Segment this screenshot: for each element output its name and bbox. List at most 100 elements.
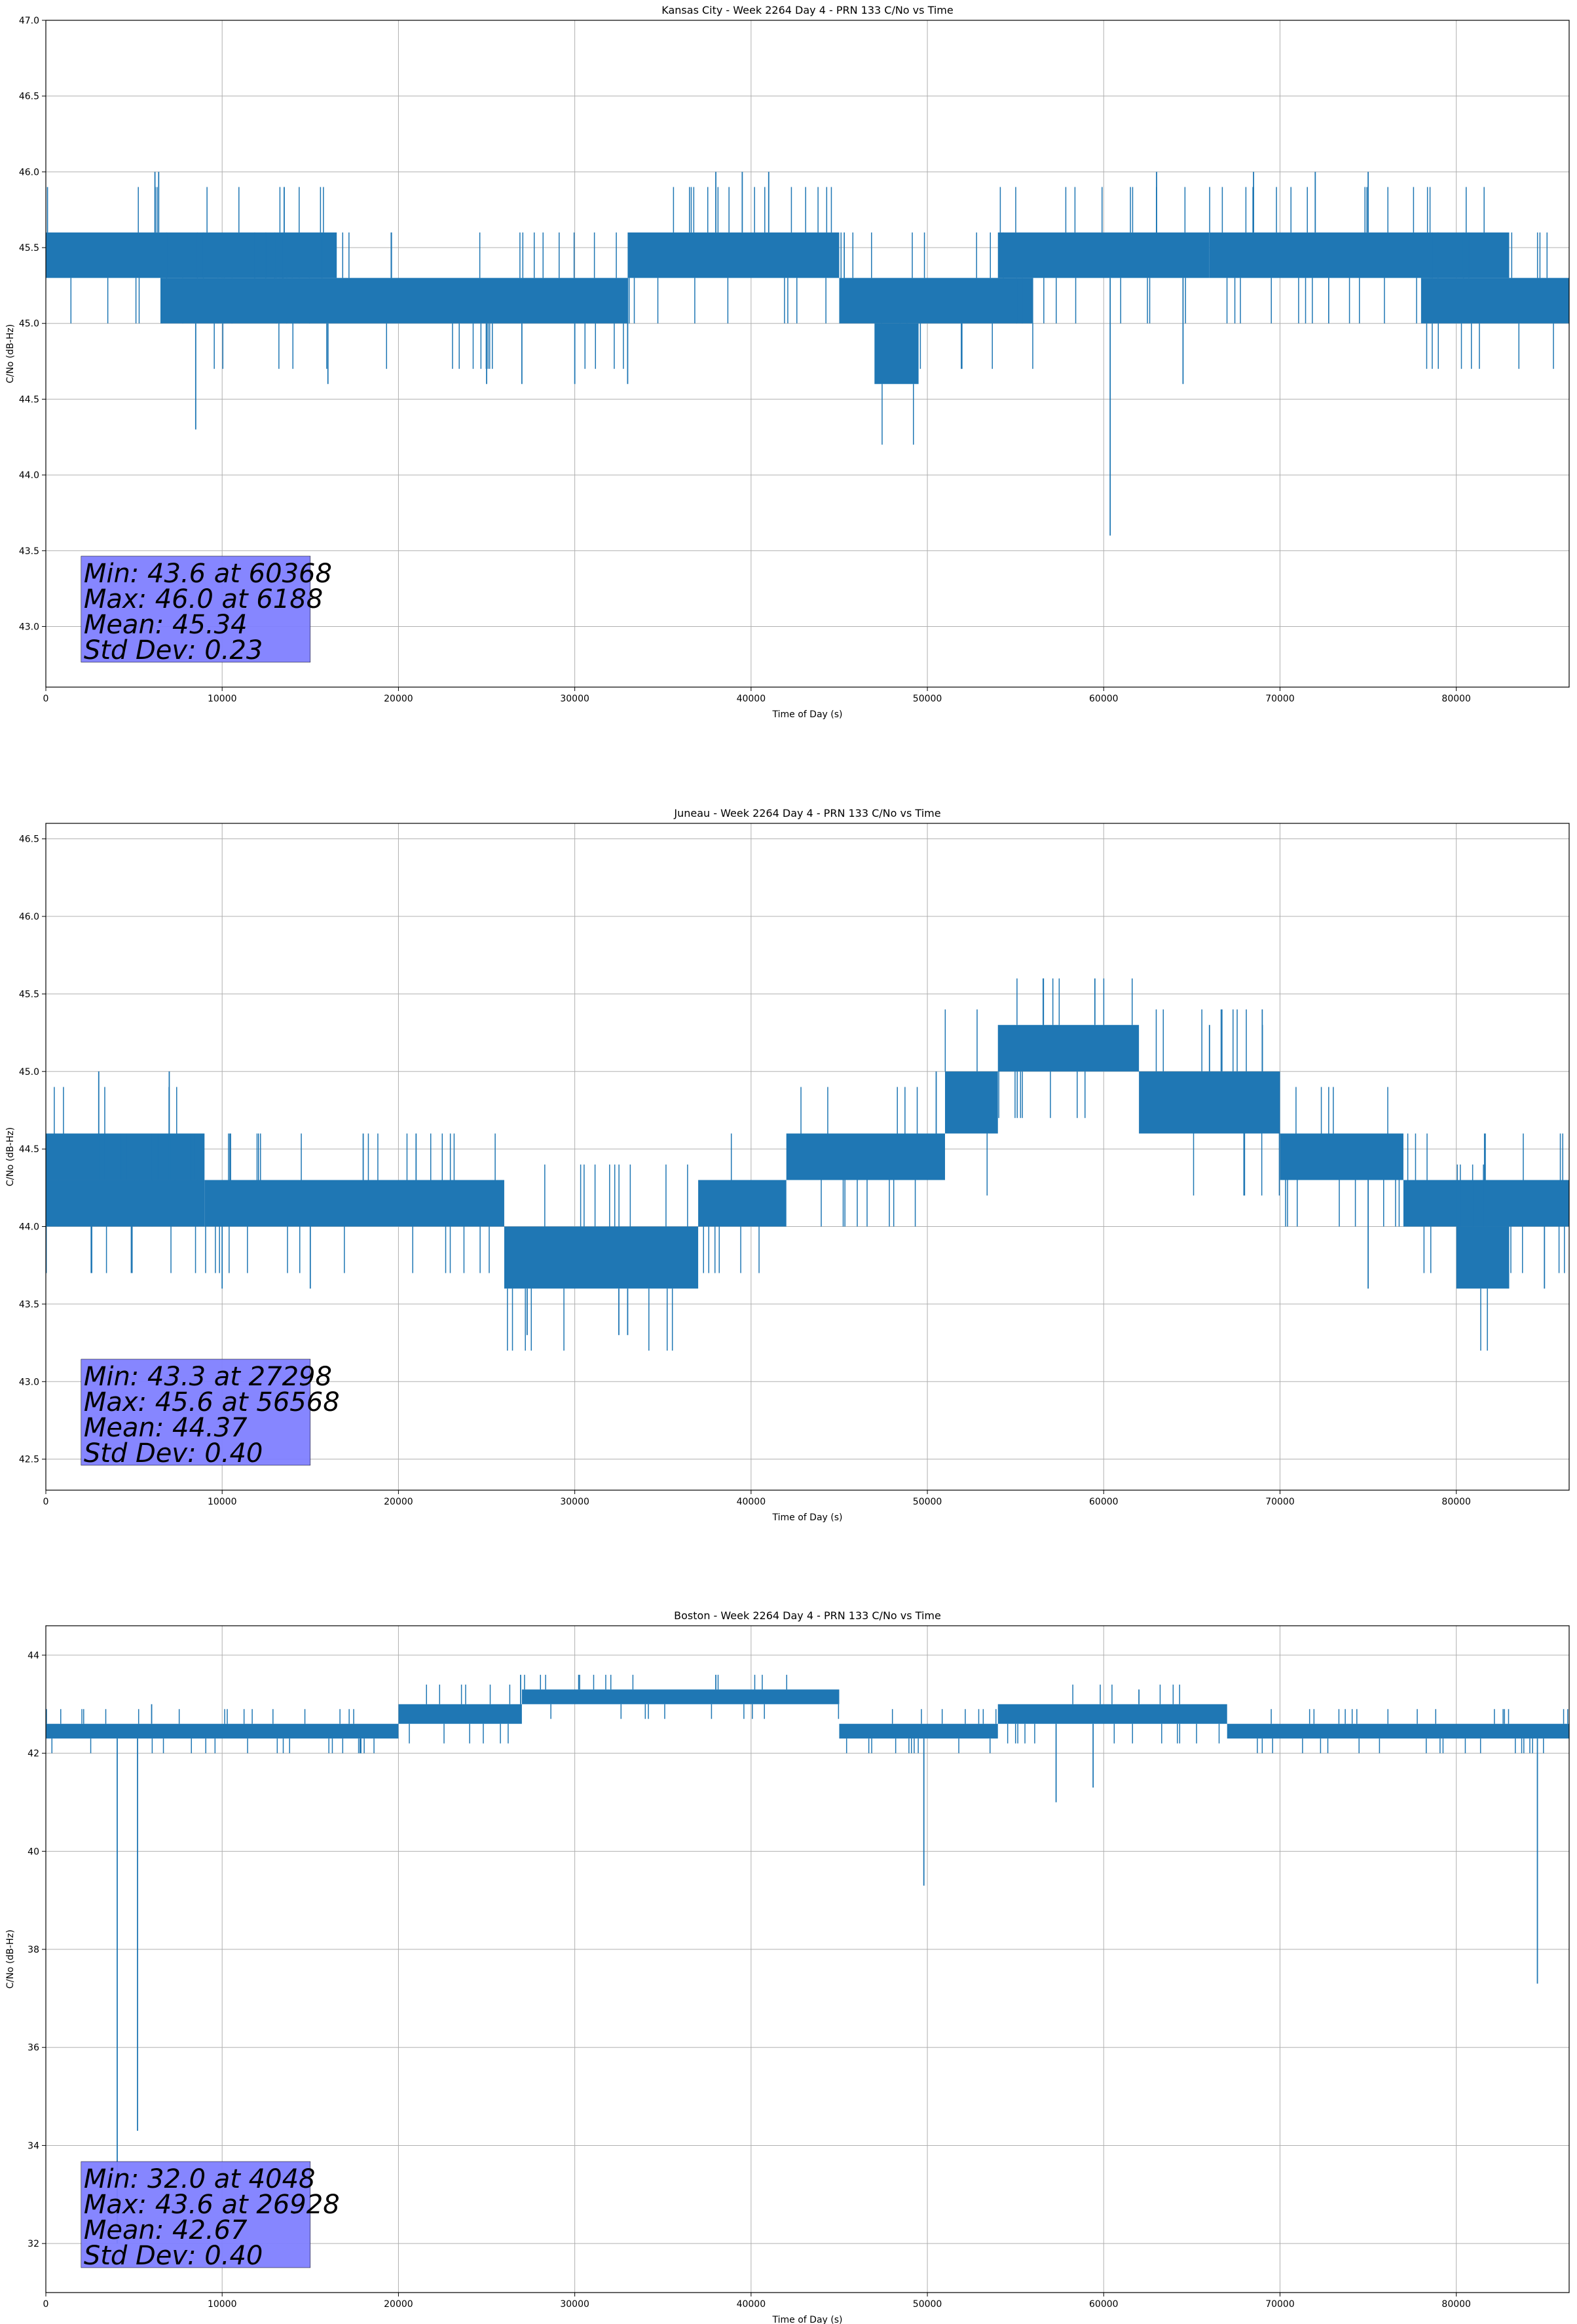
data-band [504, 1226, 699, 1289]
x-tick-label: 10000 [208, 1497, 237, 1507]
data-band [1209, 232, 1510, 278]
axes-frame [45, 823, 1570, 1491]
data-band [1139, 1071, 1280, 1134]
y-axis-label: C/No (dB-Hz) [5, 324, 16, 383]
y-tick-label: 45.5 [19, 989, 39, 1000]
x-tick-label: 70000 [1265, 694, 1295, 704]
stats-line: Max: 45.6 at 56568 [84, 1387, 340, 1417]
x-tick-label: 10000 [208, 694, 237, 704]
y-tick-label: 47.0 [19, 16, 39, 26]
stats-line: Max: 43.6 at 26928 [84, 2190, 340, 2220]
y-tick-label: 40 [28, 1846, 39, 1857]
x-tick-label: 20000 [384, 694, 413, 704]
y-tick-label: 42 [28, 1749, 39, 1759]
x-tick-label: 0 [43, 2299, 49, 2310]
stats-line: Mean: 42.67 [84, 2215, 248, 2245]
stats-box [81, 1359, 311, 1466]
y-tick-label: 44.0 [19, 1222, 39, 1233]
data-band [839, 278, 1033, 324]
data-band [698, 1180, 787, 1227]
stats-line: Min: 32.0 at 4048 [84, 2164, 316, 2194]
data-band [997, 232, 1210, 278]
axes-frame [45, 1625, 1570, 2293]
data-band [46, 1723, 399, 1739]
data-band [839, 1723, 998, 1739]
stats-line: Std Dev: 0.23 [84, 635, 263, 665]
x-tick-label: 20000 [384, 1497, 413, 1507]
y-tick-label: 44 [28, 1651, 39, 1661]
data-band [1456, 1226, 1510, 1289]
y-tick-label: 36 [28, 2043, 39, 2053]
stats-line: Min: 43.6 at 60368 [84, 559, 332, 589]
x-tick-label: 60000 [1089, 2299, 1119, 2310]
x-tick-label: 60000 [1089, 1497, 1119, 1507]
y-tick-label: 42.5 [19, 1455, 39, 1465]
x-tick-label: 70000 [1265, 1497, 1295, 1507]
data-band [1227, 1723, 1569, 1739]
y-tick-label: 32 [28, 2239, 39, 2249]
x-tick-label: 30000 [560, 2299, 589, 2310]
stats-line: Mean: 45.34 [84, 610, 248, 640]
x-tick-label: 40000 [737, 694, 766, 704]
x-tick-label: 80000 [1441, 1497, 1471, 1507]
x-axis-label: Time of Day (s) [772, 1512, 843, 1523]
y-axis-label: C/No (dB-Hz) [5, 1127, 16, 1186]
data-series [46, 172, 1569, 536]
chart-title: Juneau - Week 2264 Day 4 - PRN 133 C/No … [673, 807, 940, 819]
y-tick-label: 43.5 [19, 1300, 39, 1310]
x-tick-label: 40000 [737, 1497, 766, 1507]
data-band [398, 1704, 522, 1724]
data-band [786, 1133, 945, 1180]
x-tick-label: 50000 [913, 1497, 942, 1507]
data-band [521, 1689, 840, 1704]
data-band [997, 1024, 1140, 1072]
data-band [46, 1133, 205, 1180]
data-band [46, 1180, 205, 1227]
data-band [204, 1180, 504, 1227]
axes-frame [45, 20, 1570, 688]
chart-panel-1: Kansas City - Week 2264 Day 4 - PRN 133 … [5, 4, 1570, 720]
x-tick-label: 10000 [208, 2299, 237, 2310]
data-band [46, 232, 337, 278]
x-tick-label: 30000 [560, 1497, 589, 1507]
stats-box [81, 2161, 311, 2268]
x-tick-label: 20000 [384, 2299, 413, 2310]
stats-line: Min: 43.3 at 27298 [84, 1362, 332, 1392]
data-series [46, 1674, 1569, 2244]
y-tick-label: 44.5 [19, 394, 39, 405]
stats-line: Mean: 44.37 [84, 1413, 248, 1443]
data-band [627, 232, 840, 278]
y-tick-label: 46.5 [19, 834, 39, 845]
chart-title: Boston - Week 2264 Day 4 - PRN 133 C/No … [674, 1609, 941, 1622]
stats-box [81, 555, 311, 663]
x-tick-label: 80000 [1441, 694, 1471, 704]
y-tick-label: 45.0 [19, 1067, 39, 1078]
y-tick-label: 38 [28, 1945, 39, 1955]
y-tick-label: 44.5 [19, 1144, 39, 1155]
data-band [1420, 278, 1569, 324]
y-tick-label: 44.0 [19, 470, 39, 481]
y-tick-label: 46.0 [19, 167, 39, 178]
x-tick-label: 60000 [1089, 694, 1119, 704]
x-axis-label: Time of Day (s) [772, 2315, 843, 2324]
y-tick-label: 46.0 [19, 912, 39, 922]
y-tick-label: 43.0 [19, 1377, 39, 1387]
x-tick-label: 80000 [1441, 2299, 1471, 2310]
x-tick-label: 50000 [913, 694, 942, 704]
data-series [46, 978, 1569, 1351]
chart-panel-2: Juneau - Week 2264 Day 4 - PRN 133 C/No … [5, 807, 1570, 1523]
chart-title: Kansas City - Week 2264 Day 4 - PRN 133 … [661, 4, 953, 16]
data-band [1403, 1180, 1569, 1227]
y-tick-label: 34 [28, 2141, 39, 2151]
data-band [1280, 1133, 1403, 1180]
y-tick-label: 43.5 [19, 546, 39, 557]
y-tick-label: 45.0 [19, 319, 39, 329]
y-tick-label: 46.5 [19, 92, 39, 102]
chart-panel-3: Boston - Week 2264 Day 4 - PRN 133 C/No … [5, 1609, 1570, 2324]
stats-line: Std Dev: 0.40 [84, 2241, 263, 2271]
stats-line: Max: 46.0 at 6188 [84, 584, 323, 614]
x-tick-label: 30000 [560, 694, 589, 704]
x-tick-label: 0 [43, 694, 49, 704]
data-band [160, 278, 628, 324]
